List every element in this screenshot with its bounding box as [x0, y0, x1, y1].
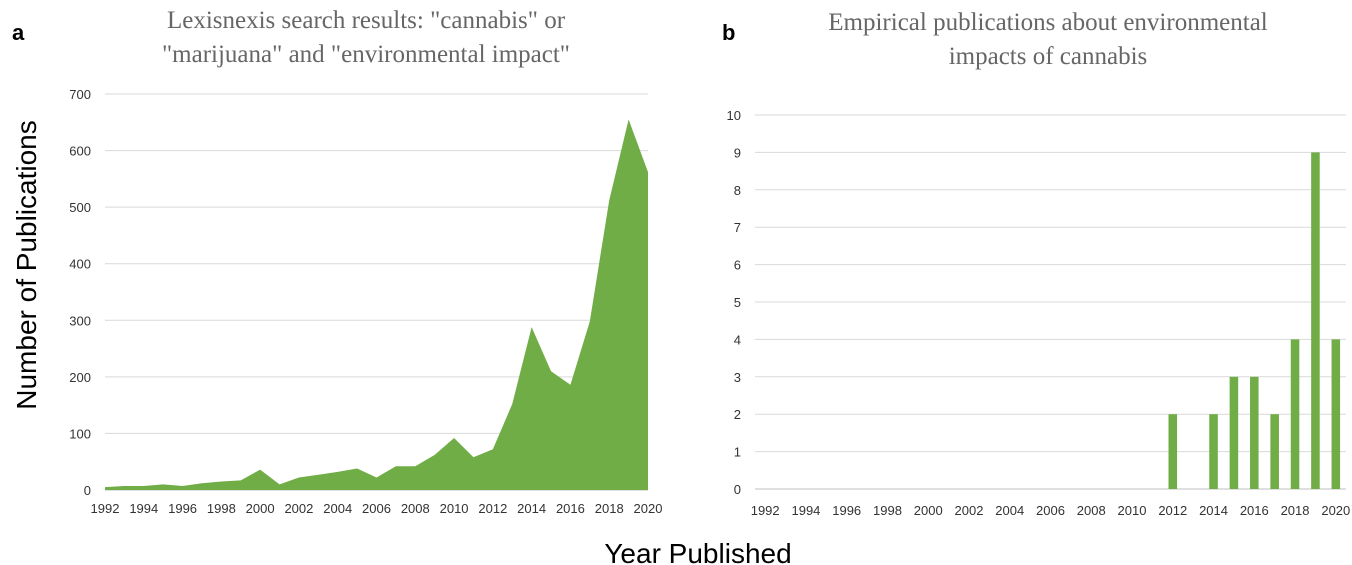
panel-b-y-ticks: 0 1 2 3 4 5 6 7 8 9 10 [727, 108, 741, 497]
panel-a-letter: a [12, 20, 25, 45]
panel-a-x-tick-label: 2006 [362, 501, 391, 516]
panel-b-bar-2012 [1168, 414, 1178, 489]
panel-a-x-tick-label: 2002 [284, 501, 313, 516]
panel-a-x-ticks: 1992 1994 1996 1998 2000 2002 2004 2006 2008 2010… [91, 501, 663, 516]
panel-a-x-tick-label: 1992 [91, 501, 120, 516]
panel-b-plot [1168, 152, 1341, 489]
panel-a-gridlines [105, 93, 648, 491]
panel-a-plot [105, 119, 648, 490]
panel-b-bar-2017 [1270, 414, 1279, 489]
panel-b-x-ticks: 1992 1994 1996 1998 2000 2002 2004 2006 2008 2010… [751, 503, 1351, 518]
panel-a-area-series [105, 119, 648, 490]
panel-b-x-tick-label: 2000 [914, 503, 943, 518]
panel-b-bar-2015 [1229, 376, 1239, 489]
panel-a-x-tick-label: 2016 [556, 501, 585, 516]
panel-b-y-tick-label: 0 [734, 482, 741, 497]
panel-b-y-tick-label: 7 [734, 220, 741, 235]
panel-b-bar-2019 [1311, 152, 1320, 489]
panel-a: a Lexisnexis search results: "cannabis" … [12, 7, 662, 516]
panel-a-y-tick-label: 300 [69, 313, 91, 328]
panel-a-x-tick-label: 2000 [246, 501, 275, 516]
panel-a-y-tick-label: 500 [69, 200, 91, 215]
panel-a-x-tick-label: 2012 [478, 501, 507, 516]
panel-b-y-tick-label: 4 [734, 332, 741, 347]
panel-b-y-tick-label: 9 [734, 145, 741, 160]
panel-b-x-tick-label: 1992 [751, 503, 780, 518]
panel-b-y-tick-label: 1 [734, 445, 741, 460]
y-axis-title: Number of Publications [11, 120, 42, 409]
panel-b-x-tick-label: 2010 [1118, 503, 1147, 518]
panel-b-y-tick-label: 2 [734, 407, 741, 422]
panel-a-y-tick-label: 200 [69, 370, 91, 385]
panel-b-x-tick-label: 1998 [873, 503, 902, 518]
panel-b-y-tick-label: 5 [734, 295, 741, 310]
panel-a-y-tick-label: 600 [69, 144, 91, 159]
panel-b-x-tick-label: 2020 [1321, 503, 1350, 518]
panel-a-x-tick-label: 2008 [401, 501, 430, 516]
panel-b-x-tick-label: 2014 [1199, 503, 1228, 518]
panel-b-x-tick-label: 2006 [1036, 503, 1065, 518]
panel-a-title-line-1: Lexisnexis search results: "cannabis" or [167, 7, 566, 34]
panel-b-x-tick-label: 2002 [955, 503, 984, 518]
panel-b-x-tick-label: 2012 [1158, 503, 1187, 518]
panel-b-x-tick-label: 2016 [1240, 503, 1269, 518]
panel-a-y-tick-label: 700 [69, 87, 91, 102]
panel-b-x-tick-label: 2004 [995, 503, 1024, 518]
panel-b-y-tick-label: 8 [734, 183, 741, 198]
panel-b-x-tick-label: 2018 [1281, 503, 1310, 518]
panel-a-x-tick-label: 2010 [440, 501, 469, 516]
panel-b-x-tick-label: 2008 [1077, 503, 1106, 518]
panel-a-x-tick-label: 1998 [207, 501, 236, 516]
panel-b-title-line-1: Empirical publications about environment… [828, 9, 1268, 36]
panel-b-x-tick-label: 1994 [791, 503, 820, 518]
panel-a-x-tick-label: 1994 [129, 501, 158, 516]
panel-a-y-tick-label: 0 [84, 483, 91, 498]
panel-b-gridlines [755, 114, 1346, 490]
panel-a-y-ticks: 0 100 200 300 400 500 600 700 [69, 87, 91, 498]
panel-b-bar-2014 [1209, 414, 1218, 489]
panel-b-x-tick-label: 1996 [832, 503, 861, 518]
panel-b-letter: b [722, 20, 735, 45]
panel-b-title-line-2: impacts of cannabis [949, 43, 1148, 70]
panel-a-y-tick-label: 100 [69, 426, 91, 441]
panel-a-title-line-2: "marijuana" and "environmental impact" [162, 41, 570, 68]
panel-b-y-tick-label: 10 [727, 108, 741, 123]
panel-a-x-tick-label: 2020 [634, 501, 663, 516]
panel-b: b Empirical publications about environme… [722, 9, 1350, 518]
panel-a-x-tick-label: 2018 [595, 501, 624, 516]
panel-b-bar-2018 [1290, 339, 1300, 489]
x-axis-title: Year Published [604, 538, 791, 565]
panel-a-y-tick-label: 400 [69, 257, 91, 272]
panel-a-x-tick-label: 1996 [168, 501, 197, 516]
panel-b-bar-2020 [1331, 339, 1341, 489]
panel-a-x-tick-label: 2004 [323, 501, 352, 516]
panel-b-y-tick-label: 6 [734, 258, 741, 273]
panel-a-x-tick-label: 2014 [517, 501, 546, 516]
panel-b-bar-2016 [1250, 376, 1259, 489]
panel-b-y-tick-label: 3 [734, 370, 741, 385]
